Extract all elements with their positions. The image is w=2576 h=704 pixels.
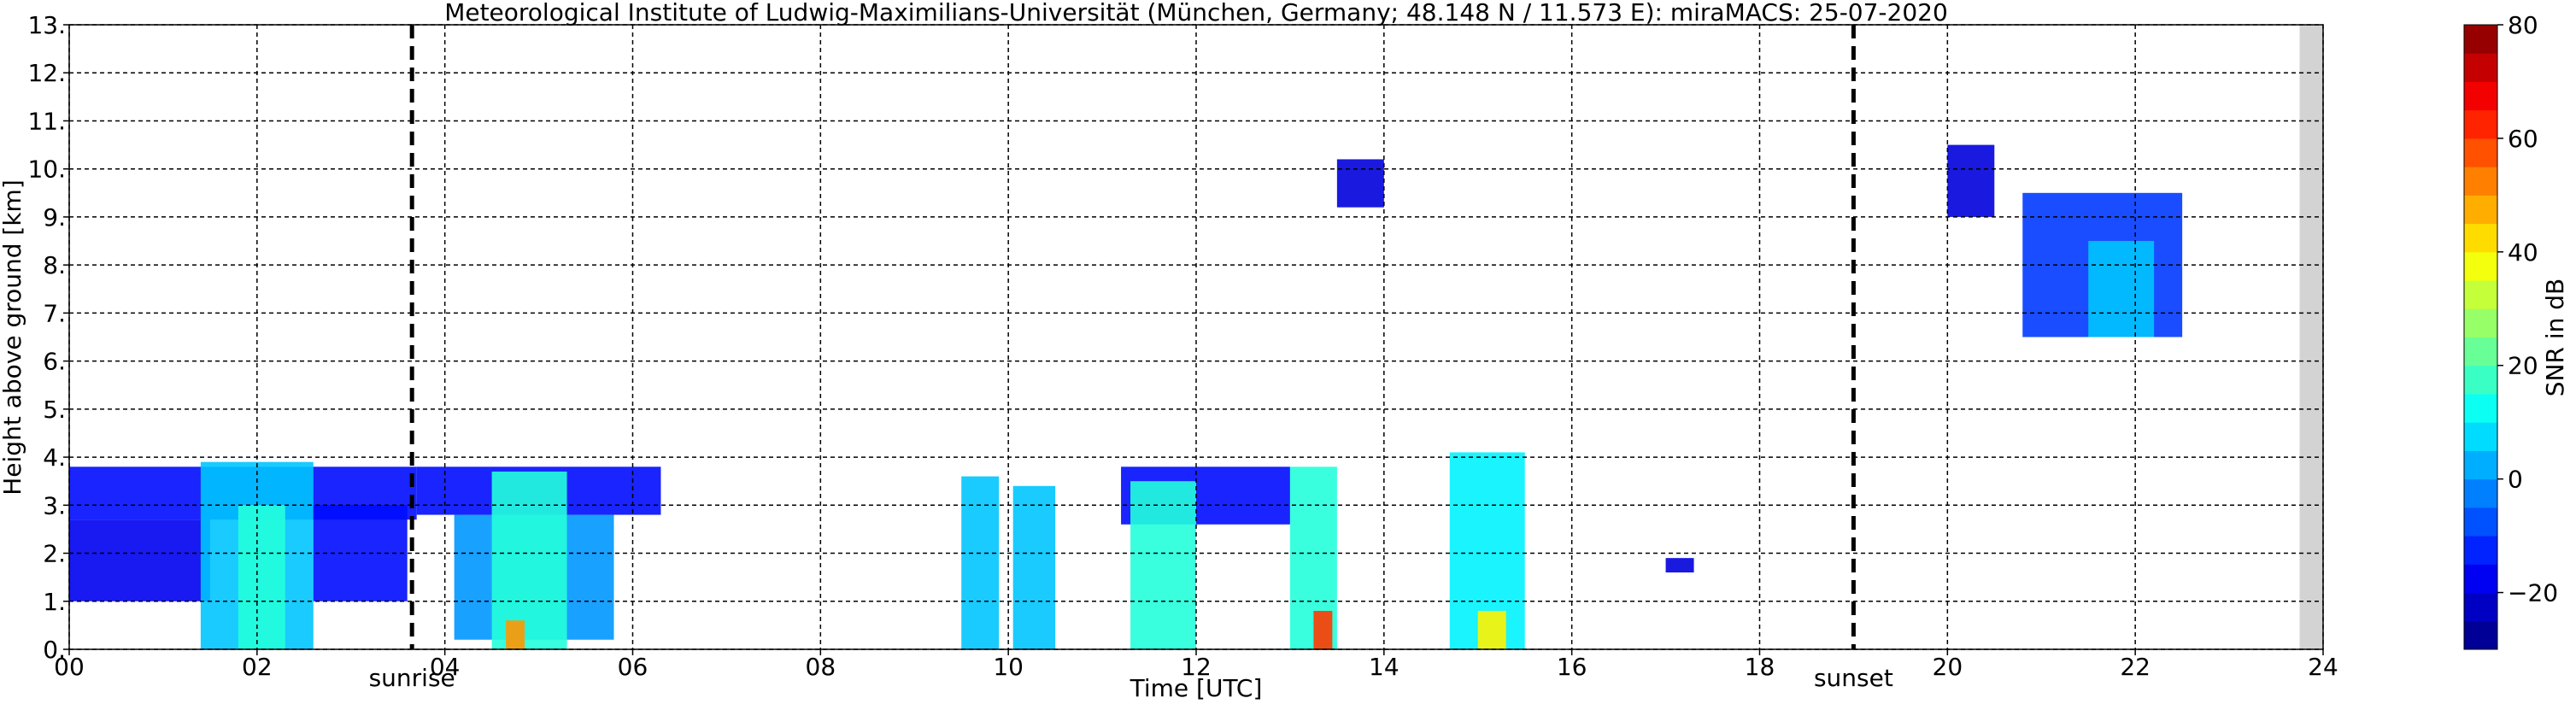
echo — [1336, 159, 1384, 208]
colorbar-tick-label: −20 — [2508, 579, 2558, 607]
colorbar-tick-label: 0 — [2508, 466, 2523, 494]
colorbar-segment — [2464, 223, 2497, 253]
echo — [506, 620, 525, 649]
colorbar-segment — [2464, 337, 2497, 367]
annotation-label: sunrise — [369, 664, 455, 692]
colorbar-label: SNR in dB — [2541, 279, 2569, 396]
x-tick-label: 12 — [1181, 653, 1212, 681]
y-tick-label: 13. — [27, 11, 66, 39]
colorbar-frame — [2463, 24, 2498, 650]
y-tick-label: 1. — [43, 588, 66, 616]
colorbar-tick-label: 80 — [2508, 11, 2538, 39]
colorbar-segment — [2464, 53, 2497, 82]
x-tick-label: 18 — [1745, 653, 1775, 681]
echo — [491, 471, 567, 649]
colorbar-tick-label: 60 — [2508, 125, 2538, 153]
echo — [1130, 481, 1196, 649]
x-axis-label: Time [UTC] — [1130, 674, 1263, 702]
colorbar-segment — [2464, 308, 2497, 337]
x-tick-label: 16 — [1557, 653, 1587, 681]
x-tick-label: 20 — [1933, 653, 1963, 681]
echo — [313, 505, 408, 601]
colorbar-tick-label: 20 — [2508, 352, 2538, 380]
colorbar-segment — [2464, 251, 2497, 281]
colorbar-segment — [2464, 422, 2497, 451]
echo — [2088, 241, 2155, 337]
echo — [69, 519, 210, 601]
x-tick-label: 02 — [242, 653, 273, 681]
y-tick-label: 8. — [43, 251, 66, 279]
y-tick-label: 3. — [43, 491, 66, 519]
y-tick-label: 7. — [43, 299, 66, 327]
annotation-label: sunset — [1814, 664, 1893, 692]
x-tick-label: 14 — [1369, 653, 1399, 681]
echo — [1477, 611, 1506, 649]
y-tick-label: 4. — [43, 443, 66, 472]
plot-frame — [68, 24, 2324, 650]
x-tick-label: 04 — [430, 653, 461, 681]
y-tick-label: 6. — [43, 348, 66, 376]
colorbar-segment — [2464, 450, 2497, 480]
y-tick-label: 5. — [43, 396, 66, 424]
colorbar-segment — [2464, 195, 2497, 225]
x-tick-label: 10 — [993, 653, 1024, 681]
colorbar-segment — [2464, 536, 2497, 565]
y-axis-label: Height above ground [km] — [0, 179, 26, 496]
colorbar-segment — [2464, 167, 2497, 196]
colorbar-segment — [2464, 25, 2497, 54]
chart-title: Meteorological Institute of Ludwig-Maxim… — [444, 0, 1948, 26]
colorbar-segment — [2464, 393, 2497, 423]
x-tick-label: 06 — [618, 653, 648, 681]
echo — [1012, 485, 1056, 649]
x-tick-label: 08 — [806, 653, 836, 681]
colorbar-segment — [2464, 592, 2497, 622]
colorbar-segment — [2464, 478, 2497, 508]
colorbar-tick-label: 40 — [2508, 238, 2538, 267]
echo — [1665, 558, 1694, 573]
no-data-band — [2299, 25, 2323, 649]
y-tick-label: 9. — [43, 203, 66, 232]
echo — [238, 505, 285, 649]
y-tick-label: 0. — [43, 636, 66, 664]
echo — [961, 476, 1000, 649]
colorbar-segment — [2464, 620, 2497, 650]
colorbar-segment — [2464, 109, 2497, 139]
y-tick-label: 2. — [43, 540, 66, 568]
echo — [1313, 611, 1333, 649]
x-tick-label: 24 — [2308, 653, 2338, 681]
colorbar-segment — [2464, 564, 2497, 594]
colorbar-segment — [2464, 365, 2497, 395]
colorbar-segment — [2464, 81, 2497, 111]
y-tick-label: 10. — [27, 155, 66, 184]
y-tick-label: 11. — [27, 107, 66, 135]
y-tick-label: 12. — [27, 59, 66, 87]
x-tick-label: 00 — [54, 653, 85, 681]
colorbar-segment — [2464, 138, 2497, 167]
echo — [1947, 144, 1995, 217]
colorbar-segment — [2464, 280, 2497, 309]
colorbar-segment — [2464, 507, 2497, 537]
x-tick-label: 22 — [2120, 653, 2151, 681]
